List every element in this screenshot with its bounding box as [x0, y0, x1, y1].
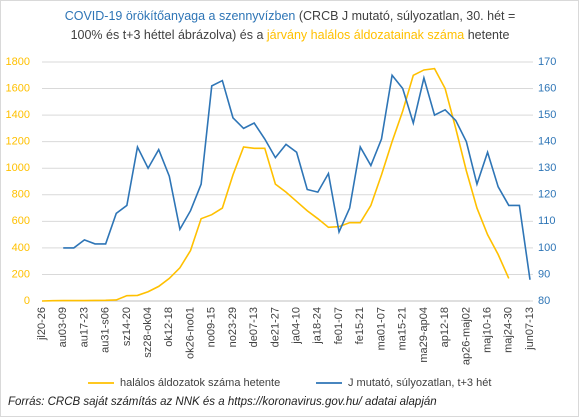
- x-tick-label: no09-15: [206, 307, 218, 347]
- x-tick-label: ma15-21: [397, 307, 409, 350]
- x-tick-label: maj10-16: [481, 307, 493, 353]
- chart-title: 100% és t+3 héttel ábrázolva) és a járvá…: [71, 28, 510, 42]
- x-tick-label: ok12-18: [163, 307, 175, 347]
- x-tick-label: ja04-10: [291, 307, 303, 345]
- x-tick-label: ma29-ap04: [418, 307, 430, 363]
- x-tick-label: jl20-26: [36, 307, 48, 341]
- y-tick-label: 1800: [6, 56, 30, 68]
- y2-tick-label: 160: [538, 82, 556, 94]
- title-part: járvány halálos áldozatainak száma: [266, 28, 464, 42]
- y2-tick-label: 120: [538, 189, 556, 201]
- x-tick-label: maj24-30: [503, 307, 515, 353]
- series-line: [41, 67, 510, 302]
- legend-label: J mutató, súlyozatlan, t+3 hét: [348, 377, 491, 389]
- title-part: COVID-19 örökítőanyaga a szennyvízben: [65, 9, 296, 23]
- x-tick-label: no23-29: [227, 307, 239, 347]
- x-tick-label: de07-13: [248, 307, 260, 347]
- y-tick-label: 1400: [6, 109, 30, 121]
- x-tick-label: au17-23: [78, 307, 90, 347]
- y2-tick-label: 100: [538, 242, 556, 254]
- x-tick-label: sz28-ok04: [142, 307, 154, 358]
- title-part: (CRCB J mutató, súlyozatlan, 30. hét =: [295, 9, 515, 23]
- x-tick-label: fe01-07: [333, 307, 345, 344]
- y-tick-label: 1000: [6, 162, 30, 174]
- x-tick-label: sz14-20: [121, 307, 133, 346]
- y2-tick-label: 130: [538, 162, 556, 174]
- title-part: hetente: [464, 28, 509, 42]
- y-tick-label: 400: [12, 242, 30, 254]
- legend-label: halálos áldozatok száma hetente: [120, 377, 280, 389]
- x-tick-label: ma01-07: [375, 307, 387, 350]
- x-tick-label: au31-s06: [100, 307, 112, 353]
- y2-tick-label: 90: [538, 268, 550, 280]
- y2-tick-label: 80: [538, 295, 550, 307]
- y-tick-label: 1600: [6, 82, 30, 94]
- title-part: 100% és t+3 héttel ábrázolva) és a: [71, 28, 267, 42]
- x-tick-label: ja18-24: [312, 307, 324, 345]
- y-tick-label: 800: [12, 189, 30, 201]
- x-tick-label: ap26-maj02: [460, 307, 472, 365]
- y2-tick-label: 170: [538, 56, 556, 68]
- x-tick-label: au03-09: [57, 307, 69, 347]
- x-tick-label: de21-27: [269, 307, 281, 347]
- y-tick-label: 600: [12, 215, 30, 227]
- x-tick-label: jun07-13: [524, 307, 536, 351]
- y2-tick-label: 110: [538, 215, 556, 227]
- x-tick-label: ok26-no01: [184, 307, 196, 359]
- y2-tick-label: 150: [538, 109, 556, 121]
- chart-title: COVID-19 örökítőanyaga a szennyvízben (C…: [65, 9, 516, 23]
- series-line: [63, 73, 531, 280]
- x-tick-label: fe15-21: [354, 307, 366, 344]
- y-tick-label: 0: [24, 295, 30, 307]
- y-tick-label: 1200: [6, 136, 30, 148]
- y-tick-label: 200: [12, 268, 30, 280]
- y2-tick-label: 140: [538, 136, 556, 148]
- source-note: Forrás: CRCB saját számítás az NNK és a …: [8, 396, 437, 408]
- x-tick-label: ap12-18: [439, 307, 451, 347]
